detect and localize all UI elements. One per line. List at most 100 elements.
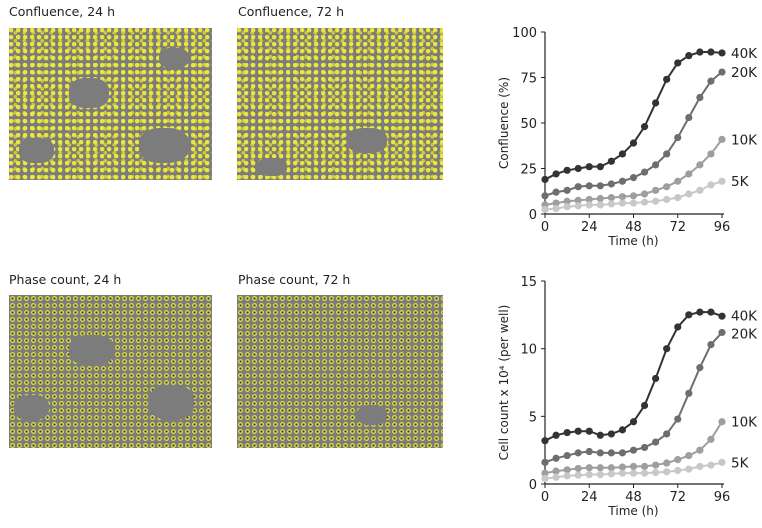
data-point-40K [563,428,571,437]
data-point-40K [563,166,571,174]
data-point-40K [541,437,549,445]
data-point-10K [563,466,571,474]
y-axis-label: Confluence (%) [497,77,511,169]
data-point-20K [629,174,638,182]
data-point-5K [585,201,593,209]
y-axis-label: Cell count x 10⁴ (per well) [497,305,511,461]
data-point-5K [629,469,638,477]
series-label-5K: 5K [731,174,750,190]
data-point-20K [696,93,704,102]
data-point-40K [552,170,560,178]
data-point-10K [607,464,615,472]
chart-0: 0 24 48 72 96 0 25 50 75 100 Time (h) Confluence (%… [497,26,758,248]
data-point-10K [574,464,582,473]
data-point-40K [674,323,682,331]
data-point-5K [663,195,671,204]
data-point-40K [652,99,660,107]
series-label-10K: 10K [731,415,758,431]
data-point-5K [718,458,726,466]
data-point-10K [607,194,615,202]
series-line-20K [544,331,723,464]
data-point-10K [574,196,582,204]
confluence-72h-image [237,28,443,180]
data-point-20K [596,449,604,457]
data-point-40K [596,163,604,171]
panel-label-phase-24h: Phase count, 24 h [9,272,122,287]
data-point-5K [629,199,638,207]
data-point-5K [652,197,660,205]
data-point-20K [640,443,649,452]
data-point-20K [652,161,660,169]
data-point-10K [707,435,715,443]
data-point-20K [674,415,682,423]
x-axis-label: Time (h) [607,234,658,248]
x-tick-label: 0 [541,490,549,505]
data-point-5K [596,201,604,209]
data-point-10K [718,418,726,426]
data-point-5K [674,194,682,202]
data-point-40K [629,418,638,426]
data-point-5K [574,202,582,210]
data-point-40K [685,52,693,60]
data-point-5K [707,181,715,189]
data-point-5K [696,462,704,471]
y-tick-label: 100 [512,26,537,41]
data-point-40K [618,150,627,158]
series-label-40K: 40K [731,308,758,324]
data-point-20K [629,446,638,454]
data-point-40K [685,311,693,319]
data-point-20K [618,177,627,185]
data-point-10K [629,462,638,471]
data-point-10K [618,193,627,201]
data-point-20K [574,449,582,457]
data-point-40K [607,430,615,438]
data-point-20K [652,438,660,446]
data-point-5K [640,469,649,477]
data-point-40K [574,164,582,173]
x-axis-label: Time (h) [607,504,658,518]
data-point-10K [552,199,560,207]
data-point-20K [718,68,726,76]
data-point-10K [552,467,560,475]
data-point-5K [696,186,704,194]
data-point-20K [574,183,582,191]
series-label-40K: 40K [731,46,758,62]
y-tick-label: 0 [529,208,537,223]
y-tick-label: 75 [520,72,537,87]
data-point-20K [607,449,615,457]
data-point-40K [618,426,627,434]
data-point-20K [707,77,715,85]
x-tick-label: 24 [581,490,598,505]
data-point-5K [541,474,549,483]
data-point-5K [574,471,582,479]
data-point-10K [696,446,704,454]
data-point-20K [696,364,704,372]
data-point-40K [696,48,704,56]
data-point-10K [618,463,627,471]
data-point-5K [685,465,693,473]
data-point-40K [629,139,638,147]
x-tick-label: 96 [714,220,731,235]
panel-label-confluence-72h: Confluence, 72 h [238,4,345,19]
data-point-10K [640,462,649,471]
x-tick-label: 72 [669,220,686,235]
series-line-40K [544,51,723,181]
x-tick-label: 24 [581,220,598,235]
series-label-20K: 20K [731,326,758,342]
data-point-10K [696,161,704,169]
data-point-10K [718,135,726,143]
data-point-20K [563,186,571,194]
confluence-24h-image [9,28,212,180]
data-point-5K [674,466,682,475]
data-point-20K [618,449,627,457]
data-point-5K [541,205,549,214]
data-point-40K [718,312,726,320]
data-point-5K [652,468,660,477]
y-tick-label: 0 [529,478,537,493]
data-point-40K [552,431,560,439]
data-point-20K [663,150,671,158]
data-point-10K [629,192,638,200]
data-point-10K [685,170,693,178]
data-point-40K [696,308,704,316]
